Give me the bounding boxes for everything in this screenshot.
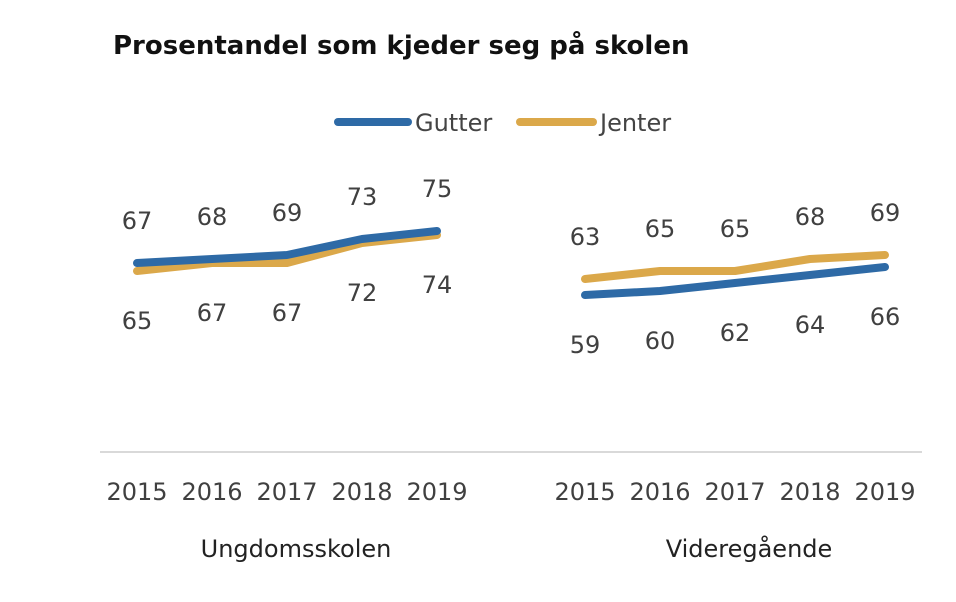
series-line-gutter-ungdomsskolen [133,227,441,267]
series-line-jenter-videregaende [581,251,889,283]
data-label-jenter-ungdomsskolen-2019: 74 [422,271,453,299]
group-label-videregaende: Videregående [666,534,833,563]
x-tick-label-ungdomsskolen-2016: 2016 [181,478,242,506]
data-label-jenter-ungdomsskolen-2015: 65 [122,307,153,335]
x-tick-label-videregaende-2018: 2018 [779,478,840,506]
data-label-jenter-ungdomsskolen-2018: 72 [347,279,378,307]
data-label-gutter-videregaende-2015: 59 [570,331,601,359]
x-tick-label-videregaende-2015: 2015 [554,478,615,506]
data-label-gutter-ungdomsskolen-2015: 67 [122,207,153,235]
chart-panels: 67 68 69 73 75 65 67 67 72 74 2015 2016 2017 2018 2019… [106,175,915,563]
legend-label-gutter: Gutter [415,109,492,137]
data-label-jenter-videregaende-2017: 65 [720,215,751,243]
data-label-jenter-videregaende-2019: 69 [870,199,901,227]
legend: Gutter Jenter [334,109,671,137]
data-label-gutter-videregaende-2016: 60 [645,327,676,355]
data-label-jenter-ungdomsskolen-2017: 67 [272,299,303,327]
panel-ungdomsskolen: 67 68 69 73 75 65 67 67 72 74 2015 2016 2017 2018 2019… [106,175,467,563]
x-tick-label-videregaende-2019: 2019 [854,478,915,506]
data-label-jenter-videregaende-2018: 68 [795,203,826,231]
data-label-jenter-ungdomsskolen-2016: 67 [197,299,228,327]
data-label-gutter-ungdomsskolen-2018: 73 [347,183,378,211]
data-label-gutter-videregaende-2017: 62 [720,319,751,347]
data-label-jenter-videregaende-2015: 63 [570,223,601,251]
legend-label-jenter: Jenter [598,109,671,137]
data-label-gutter-videregaende-2018: 64 [795,311,826,339]
data-label-gutter-ungdomsskolen-2016: 68 [197,203,228,231]
x-tick-label-ungdomsskolen-2019: 2019 [406,478,467,506]
data-label-gutter-ungdomsskolen-2019: 75 [422,175,453,203]
series-line-gutter-videregaende [581,263,889,299]
data-label-jenter-videregaende-2016: 65 [645,215,676,243]
panel-videregaende: 59 60 62 64 66 63 65 65 68 69 2015 2016 2017 2018 2019… [554,199,915,563]
x-tick-label-ungdomsskolen-2017: 2017 [256,478,317,506]
x-tick-label-ungdomsskolen-2015: 2015 [106,478,167,506]
x-tick-label-ungdomsskolen-2018: 2018 [331,478,392,506]
data-label-gutter-videregaende-2019: 66 [870,303,901,331]
group-label-ungdomsskolen: Ungdomsskolen [201,535,392,563]
x-tick-label-videregaende-2017: 2017 [704,478,765,506]
data-label-gutter-ungdomsskolen-2017: 69 [272,199,303,227]
chart-title: Prosentandel som kjeder seg på skolen [113,29,689,61]
x-tick-label-videregaende-2016: 2016 [629,478,690,506]
